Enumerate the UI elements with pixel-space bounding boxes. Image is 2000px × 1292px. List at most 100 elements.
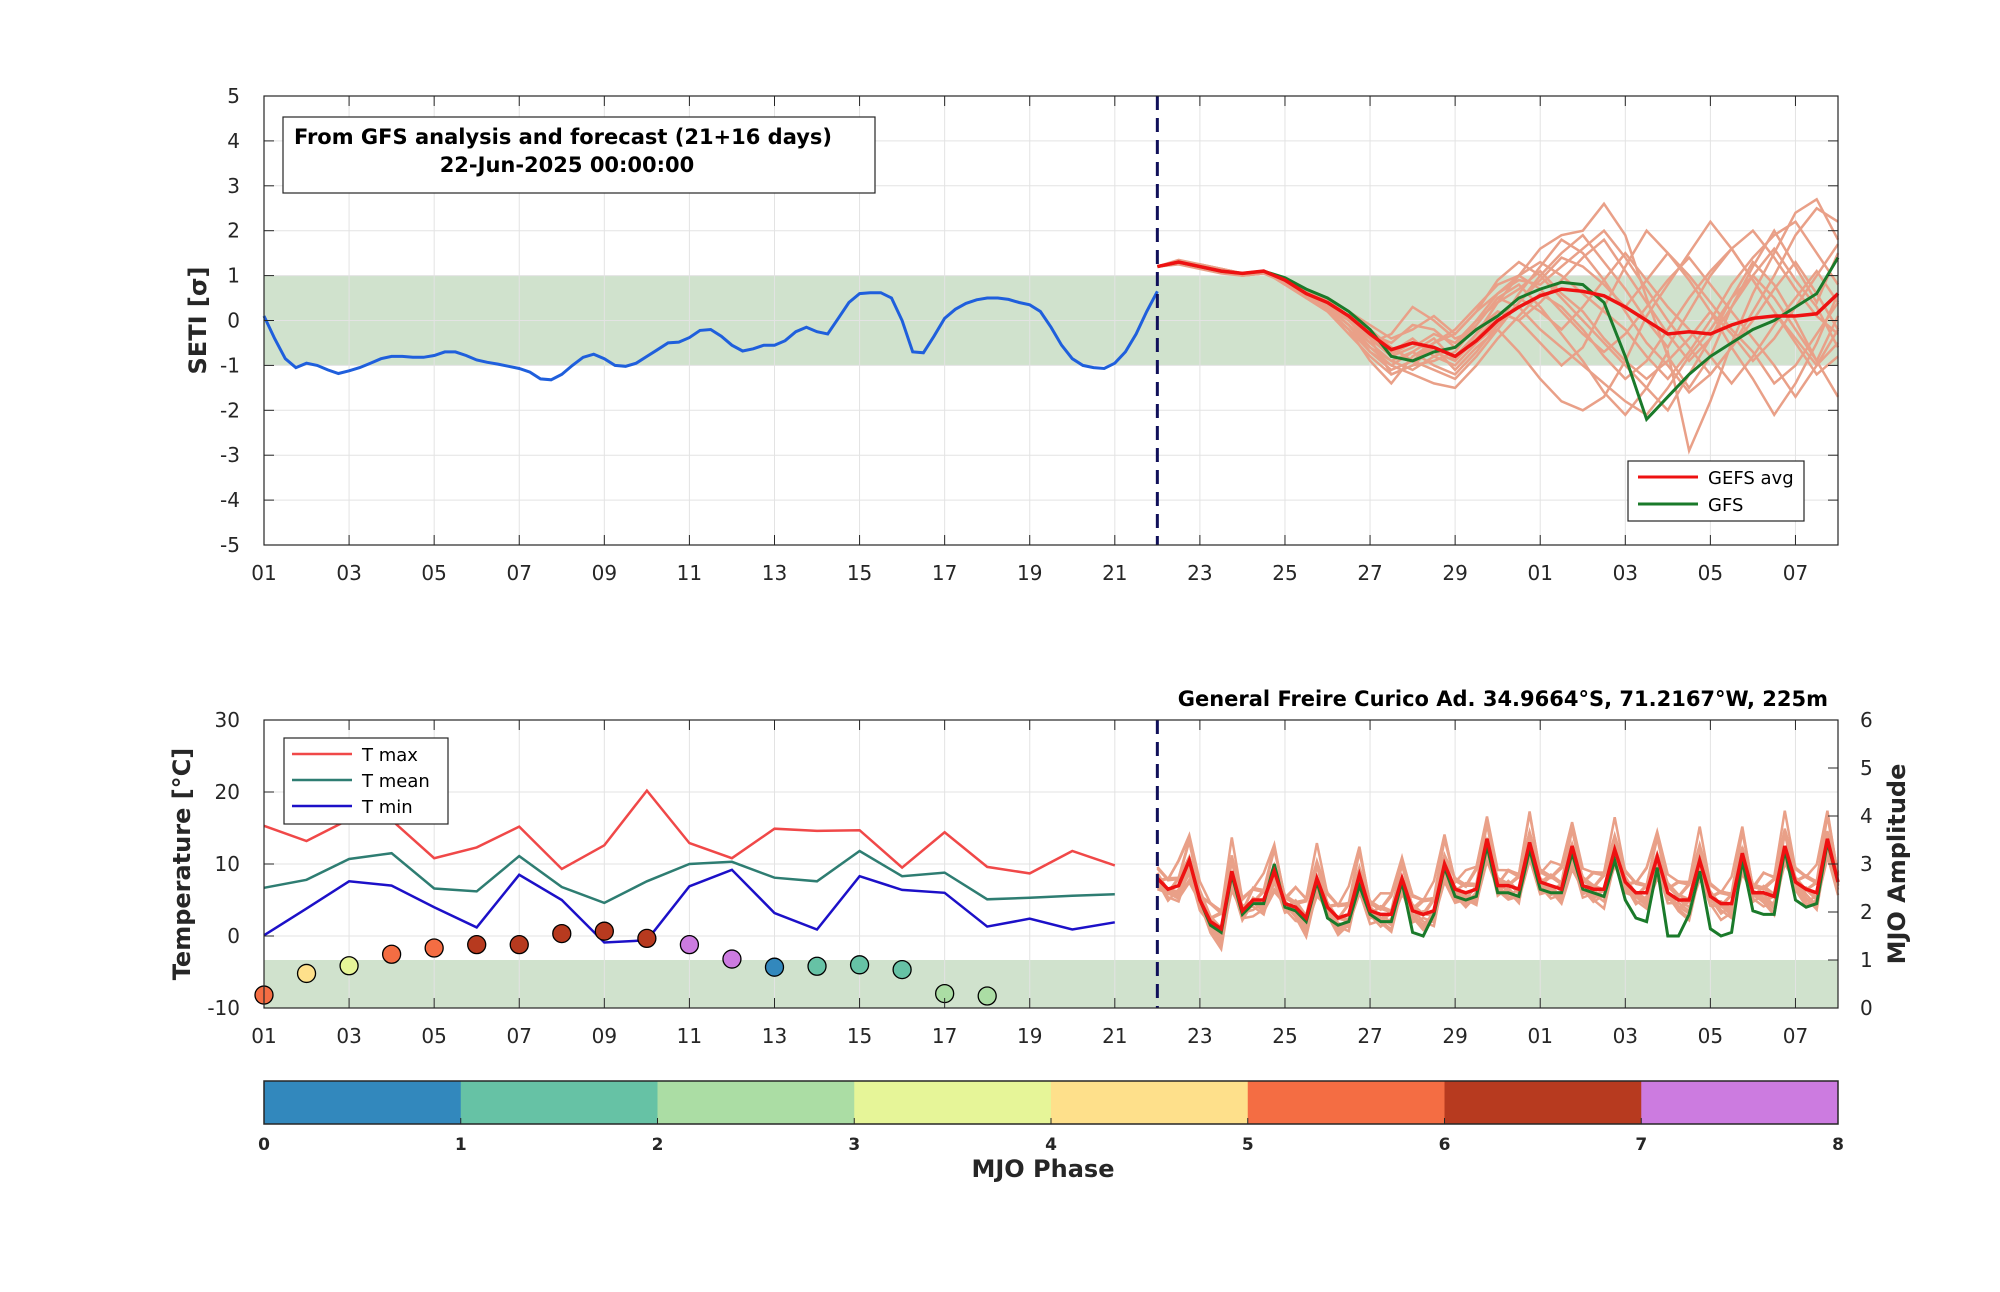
y-tick-right-label: 6 bbox=[1860, 708, 1873, 732]
y-tick-right-label: 2 bbox=[1860, 900, 1873, 924]
x-tick-label: 29 bbox=[1442, 561, 1467, 585]
tmax-line bbox=[263, 788, 1116, 875]
x-tick-label: 23 bbox=[1187, 1024, 1212, 1048]
x-tick-label: 07 bbox=[507, 561, 532, 585]
colorbar-tick-label: 5 bbox=[1242, 1135, 1254, 1155]
mjo-point bbox=[807, 956, 827, 976]
y-tick-label: -10 bbox=[207, 996, 240, 1020]
y-tick-label: -2 bbox=[220, 398, 240, 422]
colorbar-segment bbox=[854, 1081, 1052, 1124]
y-tick-label: -5 bbox=[220, 533, 240, 557]
x-tick-label: 07 bbox=[1783, 1024, 1808, 1048]
colorbar-segment bbox=[264, 1081, 462, 1124]
info-box-line1: From GFS analysis and forecast (21+16 da… bbox=[294, 125, 832, 149]
mjo-amplitude-band bbox=[264, 960, 1838, 1008]
x-tick-label: 09 bbox=[592, 1024, 617, 1048]
forecast-avg-line bbox=[1156, 838, 1840, 932]
colorbar-segment bbox=[657, 1081, 855, 1124]
seti-legend: GEFS avg GFS bbox=[1627, 460, 1805, 522]
forecast-member-line bbox=[1156, 810, 1840, 913]
y-tick-label: -4 bbox=[220, 488, 240, 512]
y-tick-right-label: 0 bbox=[1860, 996, 1873, 1020]
forecast-member-line bbox=[1156, 843, 1840, 940]
x-tick-label: 05 bbox=[1698, 561, 1723, 585]
x-tick-label: 13 bbox=[762, 561, 787, 585]
station-title: General Freire Curico Ad. 34.9664°S, 71.… bbox=[1178, 687, 1828, 711]
y-tick-label: -3 bbox=[220, 443, 240, 467]
x-tick-label: 03 bbox=[1613, 561, 1638, 585]
analysis-info-box: From GFS analysis and forecast (21+16 da… bbox=[282, 116, 876, 194]
x-tick-label: 21 bbox=[1102, 1024, 1127, 1048]
x-tick-label: 01 bbox=[1527, 1024, 1552, 1048]
legend-tmin: T min bbox=[361, 797, 413, 818]
x-tick-label: 05 bbox=[421, 561, 446, 585]
mjo-amplitude-axis-label: MJO Amplitude bbox=[1883, 764, 1911, 965]
x-tick-label: 03 bbox=[336, 561, 361, 585]
x-tick-label: 11 bbox=[677, 561, 702, 585]
seti-analysis-line bbox=[262, 290, 1159, 382]
colorbar-tick-label: 3 bbox=[848, 1135, 860, 1155]
mjo-point bbox=[339, 956, 359, 976]
mjo-point bbox=[381, 944, 402, 964]
x-tick-label: 19 bbox=[1017, 1024, 1042, 1048]
legend-gefs-avg: GEFS avg bbox=[1708, 468, 1794, 489]
y-tick-label: 2 bbox=[227, 219, 240, 243]
x-tick-label: 13 bbox=[762, 1024, 787, 1048]
mjo-point bbox=[424, 938, 444, 958]
x-tick-label: 11 bbox=[677, 1024, 702, 1048]
y-tick-label: 30 bbox=[215, 708, 240, 732]
tmin-line bbox=[263, 868, 1116, 944]
gefs-avg-line bbox=[1157, 260, 1840, 359]
mjo-point bbox=[892, 959, 912, 980]
y-tick-label: 0 bbox=[227, 924, 240, 948]
y-tick-right-label: 1 bbox=[1860, 948, 1873, 972]
x-tick-label: 01 bbox=[1527, 561, 1552, 585]
colorbar-tick-label: 0 bbox=[258, 1135, 270, 1155]
seti-panel: 01 03 05 07 09 11 13 15 17 19 21 23 25 27 29 01 03 05 0754… bbox=[184, 84, 1840, 585]
y-tick-label: -1 bbox=[220, 353, 240, 377]
y-tick-label: 10 bbox=[215, 852, 240, 876]
x-tick-label: 07 bbox=[1783, 561, 1808, 585]
x-tick-label: 27 bbox=[1357, 561, 1382, 585]
x-tick-label: 23 bbox=[1187, 561, 1212, 585]
x-tick-label: 15 bbox=[847, 561, 872, 585]
x-tick-label: 03 bbox=[1613, 1024, 1638, 1048]
temperature-panel: 01 03 05 07 09 11 13 15 17 19 21 23 25 27 29 01 03 05 0730… bbox=[168, 687, 1911, 1048]
colorbar-segment bbox=[1444, 1081, 1642, 1124]
legend-tmax: T max bbox=[361, 745, 418, 766]
colorbar-tick-label: 2 bbox=[652, 1135, 664, 1155]
x-tick-label: 21 bbox=[1102, 561, 1127, 585]
mjo-point bbox=[509, 934, 529, 955]
x-tick-label: 19 bbox=[1017, 561, 1042, 585]
x-tick-label: 27 bbox=[1357, 1024, 1382, 1048]
mjo-point bbox=[552, 923, 572, 944]
temperature-ticks: 01 03 05 07 09 11 13 15 17 19 21 23 25 27 29 01 03 05 0730… bbox=[207, 708, 1872, 1048]
y-tick-label: 20 bbox=[215, 780, 240, 804]
colorbar-tick-label: 8 bbox=[1832, 1135, 1844, 1155]
colorbar-tick-label: 6 bbox=[1439, 1135, 1451, 1155]
mjo-point bbox=[977, 986, 997, 1006]
y-tick-label: 0 bbox=[227, 309, 240, 333]
colorbar-tick-label: 4 bbox=[1045, 1135, 1057, 1155]
colorbar-segment bbox=[1247, 1081, 1445, 1124]
x-tick-label: 25 bbox=[1272, 1024, 1297, 1048]
mjo-point bbox=[594, 921, 614, 941]
x-tick-label: 15 bbox=[847, 1024, 872, 1048]
colorbar-label: MJO Phase bbox=[971, 1155, 1114, 1183]
y-tick-right-label: 5 bbox=[1860, 756, 1873, 780]
mjo-point bbox=[467, 934, 487, 955]
y-tick-label: 5 bbox=[227, 84, 240, 108]
y-tick-right-label: 3 bbox=[1860, 852, 1873, 876]
mjo-point bbox=[637, 928, 657, 949]
y-tick-right-label: 4 bbox=[1860, 804, 1873, 828]
mjo-point bbox=[764, 957, 785, 977]
y-tick-label: 3 bbox=[227, 174, 240, 198]
tmean-line bbox=[263, 849, 1115, 905]
mjo-point bbox=[849, 955, 870, 975]
colorbar-segment bbox=[460, 1081, 658, 1124]
mjo-point bbox=[296, 963, 317, 984]
x-tick-label: 03 bbox=[336, 1024, 361, 1048]
mjo-phase-colorbar: 0 1 2 3 4 5 6 7 8 bbox=[258, 1080, 1844, 1155]
temperature-y-axis-label: Temperature [°C] bbox=[168, 748, 196, 981]
